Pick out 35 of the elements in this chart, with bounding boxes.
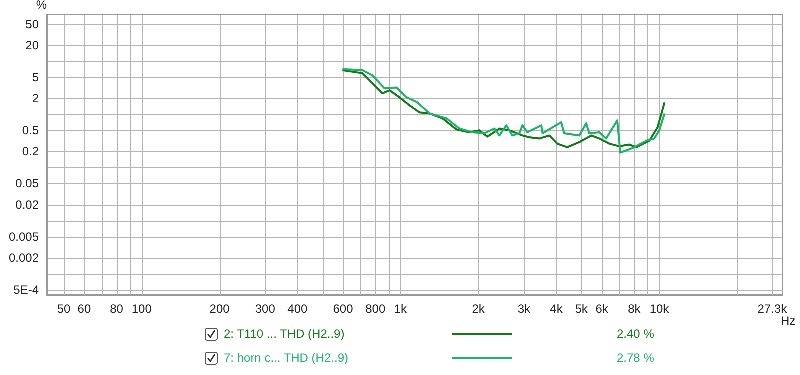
text: 7: horn c... THD (H2..9) [224,351,350,365]
x-tick-label: 10k [650,302,670,316]
y-tick-label: 0.5 [22,124,40,138]
y-tick-label: 50 [26,17,40,32]
x-tick-label: 200 [210,302,230,316]
y-tick-label: 0.2 [22,144,40,159]
x-tick-label: 1k [394,302,408,316]
text: 2.40 % [617,327,654,341]
x-tick-label: 600 [333,302,354,316]
x-tick-label: 400 [288,302,308,316]
x-tick-label: 5k [575,302,589,316]
x-tick-label: 27.3k [758,302,788,316]
x-tick-label: 2k [472,302,486,316]
y-tick-label: 0.02 [16,198,40,212]
x-tick-label: 50 [57,302,71,316]
x-tick-label: 8k [628,302,642,316]
y-axis-title: % [36,0,48,12]
x-tick-label: 60 [78,302,92,316]
y-tick-label: 0.002 [8,250,40,265]
x-tick-label: 100 [132,302,152,316]
text: 2.78 % [617,351,654,365]
y-tick-label: 5E-4 [14,282,40,297]
x-tick-label: 4k [550,302,564,316]
x-axis-title: Hz [781,314,796,328]
y-tick-label: 0.005 [8,230,40,244]
text: 2: T110 ... THD (H2..9) [224,327,346,341]
x-tick-label: 80 [110,302,124,316]
y-tick-label: 20 [26,38,40,52]
x-tick-label: 300 [255,302,276,316]
x-tick-label: 800 [366,302,386,316]
y-tick-label: 2 [32,92,40,106]
x-tick-label: 3k [518,302,532,316]
x-tick-label: 6k [596,302,610,316]
y-tick-label: 5 [32,70,40,84]
y-tick-label: 0.05 [16,176,40,191]
